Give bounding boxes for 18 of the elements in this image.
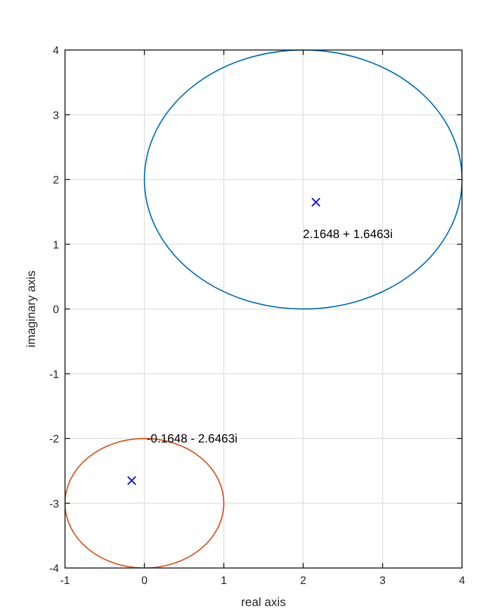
x-axis-title: real axis: [241, 595, 286, 609]
y-axis-title: imaginary axis: [24, 270, 38, 348]
annotation: 2.1648 + 1.6463i: [302, 227, 393, 242]
y-tick-label: 1: [52, 239, 59, 252]
x-tick-label: 3: [380, 575, 386, 587]
x-tick-label: 0: [141, 575, 148, 587]
y-tick-label: -4: [49, 563, 59, 575]
x-tick-label: 2: [300, 575, 306, 587]
y-tick-label: -1: [49, 368, 59, 381]
x-tick-label: 4: [458, 575, 466, 587]
y-tick-label: 4: [52, 45, 59, 57]
y-tick-label: 2: [52, 174, 59, 186]
y-tick-label: 0: [52, 304, 59, 316]
y-tick-label: -3: [49, 498, 59, 510]
x-tick-label: -1: [60, 575, 70, 587]
y-tick-label: 3: [52, 110, 59, 122]
y-tick-label: -2: [49, 434, 59, 446]
x-tick-label: 1: [220, 575, 227, 587]
